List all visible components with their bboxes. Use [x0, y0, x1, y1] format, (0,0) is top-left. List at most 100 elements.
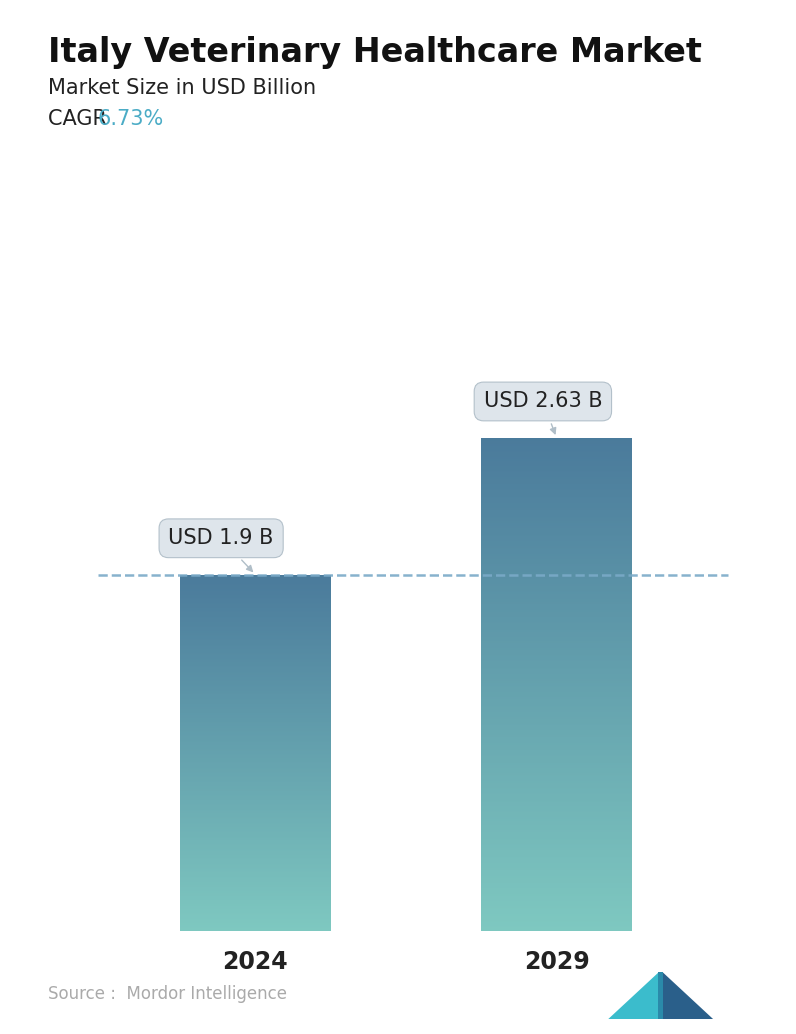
Bar	[482, 537, 632, 538]
Bar	[180, 656, 330, 657]
Bar	[482, 584, 632, 585]
Bar	[180, 716, 330, 717]
Bar	[180, 923, 330, 924]
Bar	[180, 712, 330, 713]
Bar	[482, 649, 632, 651]
Bar	[482, 533, 632, 535]
Bar	[180, 892, 330, 893]
Bar	[180, 692, 330, 693]
Bar	[180, 666, 330, 667]
Bar	[180, 735, 330, 736]
Bar	[482, 501, 632, 504]
Bar	[482, 473, 632, 474]
Bar	[180, 578, 330, 579]
Bar	[180, 677, 330, 679]
Bar	[482, 677, 632, 679]
Bar	[482, 835, 632, 837]
Bar	[180, 622, 330, 624]
Bar	[180, 787, 330, 788]
Polygon shape	[663, 972, 713, 1020]
Bar	[180, 817, 330, 818]
Bar	[180, 866, 330, 868]
Bar	[482, 691, 632, 693]
Bar	[180, 725, 330, 727]
Bar	[180, 921, 330, 922]
Bar	[482, 529, 632, 531]
Bar	[482, 448, 632, 449]
Bar	[180, 700, 330, 701]
Bar	[482, 850, 632, 852]
Bar	[482, 526, 632, 528]
Bar	[180, 823, 330, 824]
Bar	[482, 590, 632, 592]
Bar	[180, 721, 330, 722]
Bar	[180, 713, 330, 714]
Bar	[180, 601, 330, 602]
Bar	[482, 733, 632, 735]
Bar	[180, 639, 330, 640]
Bar	[482, 470, 632, 473]
Bar	[482, 866, 632, 869]
Bar	[482, 610, 632, 612]
Bar	[482, 722, 632, 724]
Bar	[180, 707, 330, 708]
Bar	[180, 746, 330, 747]
Bar	[482, 449, 632, 451]
Bar	[180, 616, 330, 617]
Bar	[482, 582, 632, 584]
Bar	[482, 747, 632, 749]
Bar	[482, 655, 632, 657]
Bar	[180, 769, 330, 770]
Bar	[482, 696, 632, 697]
Bar	[180, 874, 330, 875]
Bar	[180, 586, 330, 587]
Bar	[482, 809, 632, 811]
Bar	[180, 772, 330, 773]
Bar	[180, 585, 330, 586]
Bar	[180, 701, 330, 703]
Bar	[482, 856, 632, 858]
Bar	[482, 630, 632, 632]
Bar	[482, 839, 632, 841]
Bar	[180, 891, 330, 892]
Bar	[180, 660, 330, 661]
Bar	[482, 666, 632, 668]
Bar	[180, 924, 330, 925]
Bar	[482, 870, 632, 872]
Bar	[180, 723, 330, 724]
Bar	[482, 497, 632, 498]
Bar	[180, 631, 330, 632]
Bar	[180, 649, 330, 650]
Bar	[482, 560, 632, 562]
Polygon shape	[658, 972, 663, 1020]
Bar	[180, 661, 330, 663]
Bar	[482, 587, 632, 588]
Bar	[180, 708, 330, 709]
Bar	[482, 476, 632, 477]
Bar	[180, 617, 330, 618]
Bar	[180, 741, 330, 743]
Bar	[482, 620, 632, 621]
Bar	[482, 624, 632, 625]
Bar	[180, 704, 330, 705]
Bar	[180, 628, 330, 629]
Bar	[180, 711, 330, 712]
Bar	[482, 464, 632, 465]
Bar	[180, 802, 330, 803]
Bar	[482, 569, 632, 571]
Bar	[180, 690, 330, 691]
Bar	[482, 743, 632, 744]
Bar	[482, 891, 632, 892]
Bar	[180, 633, 330, 634]
Bar	[482, 573, 632, 574]
Bar	[180, 748, 330, 749]
Bar	[180, 788, 330, 789]
Bar	[482, 498, 632, 500]
Bar	[482, 509, 632, 510]
Bar	[482, 693, 632, 694]
Bar	[482, 750, 632, 752]
Bar	[180, 733, 330, 735]
Bar	[482, 725, 632, 727]
Bar	[180, 833, 330, 834]
Bar	[180, 846, 330, 848]
